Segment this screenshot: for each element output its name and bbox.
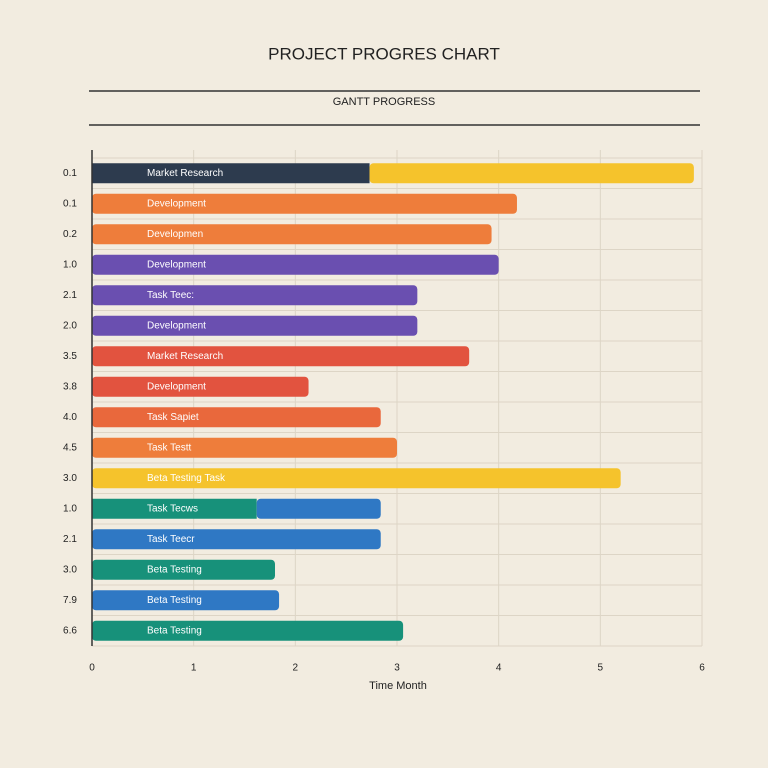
y-tick-label: 2.1 (63, 290, 77, 301)
bar-segment (92, 468, 621, 489)
y-tick-label: 4.0 (63, 412, 77, 423)
y-tick-label: 3.0 (63, 473, 77, 484)
bar-segment (92, 254, 499, 275)
bar-label: Development (147, 320, 206, 331)
bar-segment (92, 620, 404, 641)
bar-segment (369, 163, 694, 184)
y-tick-label: 3.8 (63, 381, 77, 392)
bar-label: Beta Testing (147, 625, 202, 636)
y-tick-label: 2.0 (63, 320, 77, 331)
x-tick-label: 2 (293, 663, 299, 674)
bar-label: Market Research (147, 168, 223, 179)
bar-segment (92, 559, 275, 580)
bar-segment (92, 285, 418, 306)
bar-segment (92, 346, 470, 367)
bar-segment (256, 498, 381, 519)
bar-label: Beta Testing (147, 564, 202, 575)
x-tick-label: 1 (191, 663, 197, 674)
y-tick-label: 4.5 (63, 442, 77, 453)
x-axis-label: Time Month (369, 680, 427, 692)
bar-segment (92, 498, 257, 519)
y-tick-label: 1.0 (63, 259, 77, 270)
x-tick-label: 4 (496, 663, 502, 674)
bar-label: Task Testt (147, 442, 191, 453)
bar-segment (92, 529, 381, 550)
y-tick-label: 7.9 (63, 595, 77, 606)
bar-label: Developmen (147, 229, 203, 240)
y-tick-label: 3.5 (63, 351, 77, 362)
x-tick-label: 6 (699, 663, 705, 674)
bar-label: Beta Testing (147, 595, 202, 606)
x-tick-label: 3 (394, 663, 400, 674)
bar-segment (92, 437, 397, 458)
bar-label: Task Sapiet (147, 412, 199, 423)
bar-segment (92, 163, 370, 184)
y-tick-label: 3.0 (63, 564, 77, 575)
y-tick-label: 0.1 (63, 198, 77, 209)
y-tick-label: 0.2 (63, 229, 77, 240)
bar-label: Development (147, 381, 206, 392)
bar-label: Beta Testing Task (147, 473, 226, 484)
y-tick-label: 1.0 (63, 503, 77, 514)
bar-segment (92, 590, 280, 611)
chart-subtitle: GANTT PROGRESS (333, 96, 435, 108)
y-tick-label: 6.6 (63, 625, 77, 636)
bar-label: Task Tecws (147, 503, 198, 514)
y-tick-label: 2.1 (63, 534, 77, 545)
bar-label: Market Research (147, 351, 223, 362)
bar-segment (92, 193, 517, 214)
bar-segment (92, 376, 309, 397)
chart-title: PROJECT PROGRES CHART (268, 44, 500, 63)
bar-label: Development (147, 198, 206, 209)
bar-segment (92, 315, 418, 336)
bar-segment (92, 224, 492, 245)
bar-segment (92, 407, 381, 428)
x-tick-label: 0 (89, 663, 95, 674)
y-tick-label: 0.1 (63, 168, 77, 179)
bar-label: Task Teec: (147, 290, 194, 301)
bar-label: Development (147, 259, 206, 270)
x-tick-label: 5 (598, 663, 604, 674)
bar-label: Task Teecr (147, 534, 195, 545)
